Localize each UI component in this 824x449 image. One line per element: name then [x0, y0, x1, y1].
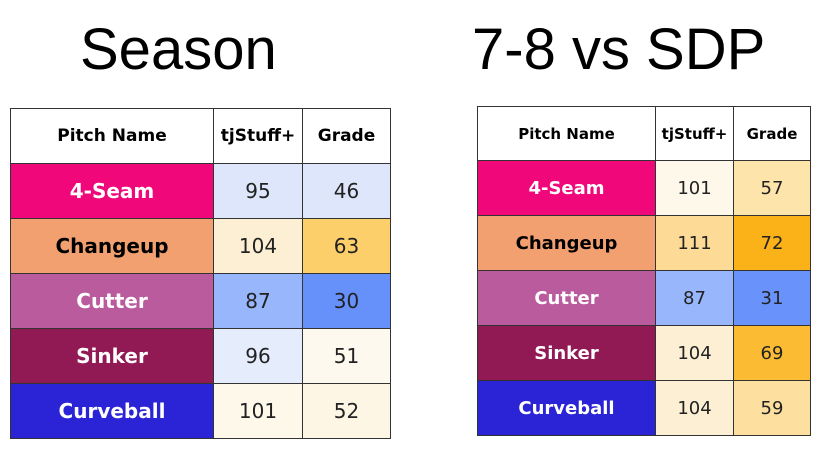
pitch-name-cell: Changeup	[10, 218, 214, 274]
table-row: Cutter 87 30	[10, 273, 391, 329]
grade-cell: 30	[302, 273, 391, 329]
table-row: 4-Seam 95 46	[10, 163, 391, 219]
grade-header: Grade	[733, 106, 811, 161]
grade-cell: 52	[302, 383, 391, 439]
tjstuff-cell: 87	[655, 270, 734, 326]
grade-header: Grade	[302, 108, 391, 164]
matchup-title: 7-8 vs SDP	[472, 17, 766, 82]
tjstuff-cell: 96	[213, 328, 303, 384]
tjstuff-header: tjStuff+	[213, 108, 303, 164]
tjstuff-cell: 95	[213, 163, 303, 219]
grade-cell: 46	[302, 163, 391, 219]
pitch-name-cell: Cutter	[10, 273, 214, 329]
pitch-name-cell: Curveball	[10, 383, 214, 439]
pitch-name-cell: Curveball	[477, 380, 656, 436]
pitch-name-header: Pitch Name	[10, 108, 214, 164]
grade-cell: 31	[733, 270, 811, 326]
table-row: Sinker 104 69	[477, 325, 811, 381]
tjstuff-cell: 104	[213, 218, 303, 274]
table-row: Sinker 96 51	[10, 328, 391, 384]
season-table: Pitch Name tjStuff+ Grade 4-Seam 95 46 C…	[10, 108, 391, 439]
grade-cell: 72	[733, 215, 811, 271]
table-row: Changeup 111 72	[477, 215, 811, 271]
pitch-name-cell: Changeup	[477, 215, 656, 271]
tjstuff-cell: 111	[655, 215, 734, 271]
table-row: Curveball 104 59	[477, 380, 811, 436]
tjstuff-cell: 87	[213, 273, 303, 329]
pitch-name-cell: 4-Seam	[477, 160, 656, 216]
tjstuff-cell: 104	[655, 325, 734, 381]
table-header-row: Pitch Name tjStuff+ Grade	[477, 106, 811, 161]
grade-cell: 63	[302, 218, 391, 274]
tjstuff-header: tjStuff+	[655, 106, 734, 161]
grade-cell: 57	[733, 160, 811, 216]
tjstuff-cell: 101	[213, 383, 303, 439]
tjstuff-cell: 101	[655, 160, 734, 216]
grade-cell: 51	[302, 328, 391, 384]
table-row: Curveball 101 52	[10, 383, 391, 439]
season-title: Season	[80, 17, 277, 82]
table-row: Changeup 104 63	[10, 218, 391, 274]
table-header-row: Pitch Name tjStuff+ Grade	[10, 108, 391, 164]
grade-cell: 69	[733, 325, 811, 381]
pitch-name-cell: Sinker	[10, 328, 214, 384]
grade-cell: 59	[733, 380, 811, 436]
tjstuff-cell: 104	[655, 380, 734, 436]
table-row: 4-Seam 101 57	[477, 160, 811, 216]
pitch-name-cell: Cutter	[477, 270, 656, 326]
table-row: Cutter 87 31	[477, 270, 811, 326]
pitch-name-cell: 4-Seam	[10, 163, 214, 219]
pitch-name-header: Pitch Name	[477, 106, 656, 161]
pitch-name-cell: Sinker	[477, 325, 656, 381]
matchup-table: Pitch Name tjStuff+ Grade 4-Seam 101 57 …	[477, 106, 811, 436]
